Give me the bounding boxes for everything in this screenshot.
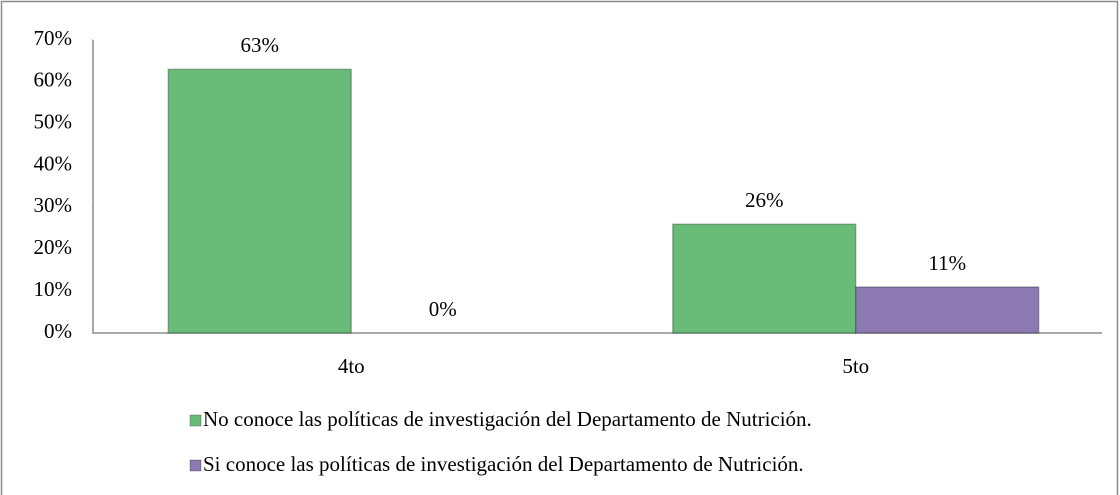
data-label: 63% [241,33,280,57]
y-tick-label: 60% [34,68,73,92]
bar [855,286,1040,334]
y-tick-label: 30% [34,193,73,217]
y-tick-label: 50% [34,110,73,134]
legend-label: Si conoce las políticas de investigación… [203,452,804,476]
bar [672,223,857,334]
y-tick-label: 20% [34,235,73,259]
x-tick-label: 5to [842,354,869,378]
y-tick-label: 10% [34,277,73,301]
legend-marker [189,414,202,427]
data-label: 26% [745,188,784,212]
data-label: 11% [928,251,966,275]
bar [167,68,352,334]
legend-label: No conoce las políticas de investigación… [203,407,812,431]
data-label: 0% [429,297,457,321]
y-tick-label: 40% [34,151,73,175]
legend-marker [189,459,202,472]
y-tick-label: 70% [34,26,73,50]
y-tick-label: 0% [44,319,72,343]
x-tick-label: 4to [338,354,365,378]
